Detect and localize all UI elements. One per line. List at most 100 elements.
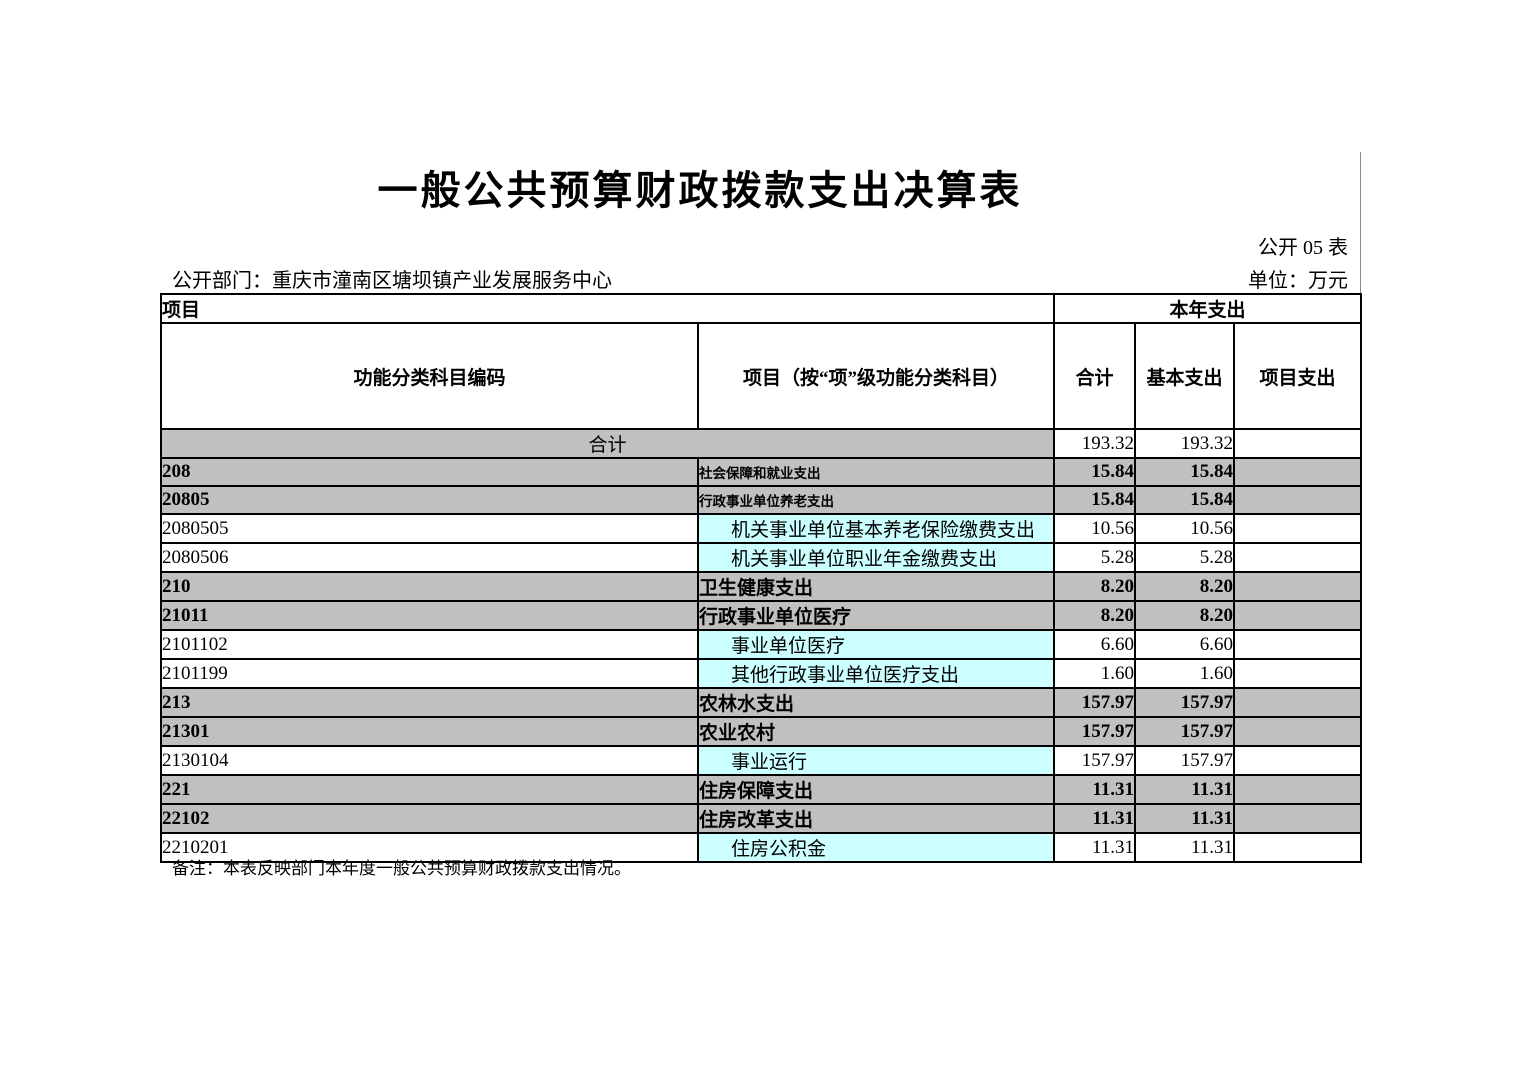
total-cell: 6.60 bbox=[1053, 629, 1137, 660]
basic-cell: 15.84 bbox=[1134, 485, 1236, 515]
code-cell: 213 bbox=[160, 687, 699, 718]
total-row-project bbox=[1233, 428, 1363, 459]
total-cell: 157.97 bbox=[1053, 745, 1137, 776]
basic-cell: 5.28 bbox=[1134, 542, 1236, 573]
page-margin-guide-line bbox=[1360, 152, 1361, 293]
total-cell: 11.31 bbox=[1053, 803, 1137, 834]
basic-cell: 157.97 bbox=[1134, 745, 1236, 776]
project-cell bbox=[1233, 658, 1363, 689]
header-item-group: 项目 bbox=[159, 293, 1056, 324]
name-cell: 社会保障和就业支出 bbox=[696, 457, 1056, 487]
footnote: 备注：本表反映部门本年度一般公共预算财政拨款支出情况。 bbox=[172, 859, 631, 878]
table-row: 22102 住房改革支出 11.31 11.31 bbox=[160, 803, 1363, 834]
name-cell: 其他行政事业单位医疗支出 bbox=[696, 658, 1056, 689]
header-year-group: 本年支出 bbox=[1053, 293, 1363, 324]
code-cell: 2101102 bbox=[160, 629, 699, 660]
table-row: 2101102 事业单位医疗 6.60 6.60 bbox=[160, 629, 1363, 660]
total-row-label: 合计 bbox=[159, 428, 1056, 459]
table-row: 213 农林水支出 157.97 157.97 bbox=[160, 687, 1363, 718]
basic-cell: 11.31 bbox=[1134, 832, 1236, 863]
table-row: 20805 行政事业单位养老支出 15.84 15.84 bbox=[160, 485, 1363, 515]
name-cell: 行政事业单位养老支出 bbox=[696, 485, 1056, 515]
table-body: 合计 193.32 193.32 208 社会保障和就业支出 15.84 15.84 2… bbox=[159, 428, 1363, 863]
project-cell bbox=[1233, 542, 1363, 573]
table-row: 21011 行政事业单位医疗 8.20 8.20 bbox=[160, 600, 1363, 631]
table-row: 2130104 事业运行 157.97 157.97 bbox=[160, 745, 1363, 776]
project-cell bbox=[1233, 774, 1363, 805]
page-title: 一般公共预算财政拨款支出决算表 bbox=[377, 169, 1023, 213]
column-header-code: 功能分类科目编码 bbox=[160, 322, 699, 430]
name-cell: 事业单位医疗 bbox=[696, 629, 1056, 660]
name-cell: 行政事业单位医疗 bbox=[696, 600, 1056, 631]
name-cell: 机关事业单位基本养老保险缴费支出 bbox=[696, 513, 1056, 544]
name-cell: 农业农村 bbox=[696, 716, 1056, 747]
total-cell: 157.97 bbox=[1053, 716, 1137, 747]
table-row: 210 卫生健康支出 8.20 8.20 bbox=[160, 571, 1363, 602]
project-cell bbox=[1233, 513, 1363, 544]
name-cell: 住房改革支出 bbox=[696, 803, 1056, 834]
meta-row: 公开部门：重庆市潼南区塘坝镇产业发展服务中心 单位：万元 bbox=[172, 264, 1348, 293]
basic-cell: 157.97 bbox=[1134, 716, 1236, 747]
project-cell bbox=[1233, 803, 1363, 834]
code-cell: 2130104 bbox=[160, 745, 699, 776]
total-row: 合计 193.32 193.32 bbox=[159, 428, 1363, 459]
table-row: 208 社会保障和就业支出 15.84 15.84 bbox=[160, 457, 1363, 487]
table-row: 2101199 其他行政事业单位医疗支出 1.60 1.60 bbox=[160, 658, 1363, 689]
total-cell: 157.97 bbox=[1053, 687, 1137, 718]
project-cell bbox=[1233, 832, 1363, 863]
code-cell: 2080506 bbox=[160, 542, 699, 573]
basic-cell: 6.60 bbox=[1134, 629, 1236, 660]
code-cell: 221 bbox=[160, 774, 699, 805]
project-cell bbox=[1233, 716, 1363, 747]
table-row: 2210201 住房公积金 11.31 11.31 bbox=[160, 832, 1363, 863]
total-cell: 10.56 bbox=[1053, 513, 1137, 544]
code-cell: 2210201 bbox=[160, 832, 699, 863]
project-cell bbox=[1233, 571, 1363, 602]
total-cell: 11.31 bbox=[1053, 774, 1137, 805]
project-cell bbox=[1233, 457, 1363, 487]
column-header-total: 合计 bbox=[1053, 322, 1137, 430]
code-cell: 210 bbox=[160, 571, 699, 602]
project-cell bbox=[1233, 629, 1363, 660]
budget-table: 项目 本年支出 功能分类科目编码 项目（按“项”级功能分类科目） 合计 基本支出… bbox=[159, 293, 1363, 863]
basic-cell: 15.84 bbox=[1134, 457, 1236, 487]
basic-cell: 1.60 bbox=[1134, 658, 1236, 689]
table-row: 21301 农业农村 157.97 157.97 bbox=[160, 716, 1363, 747]
total-cell: 5.28 bbox=[1053, 542, 1137, 573]
table-row: 221 住房保障支出 11.31 11.31 bbox=[160, 774, 1363, 805]
table-row: 2080505 机关事业单位基本养老保险缴费支出 10.56 10.56 bbox=[160, 513, 1363, 544]
total-cell: 8.20 bbox=[1053, 571, 1137, 602]
header-group-row: 项目 本年支出 bbox=[159, 293, 1363, 324]
code-cell: 20805 bbox=[160, 485, 699, 515]
code-cell: 21301 bbox=[160, 716, 699, 747]
project-cell bbox=[1233, 745, 1363, 776]
code-cell: 2101199 bbox=[160, 658, 699, 689]
total-cell: 1.60 bbox=[1053, 658, 1137, 689]
basic-cell: 11.31 bbox=[1134, 774, 1236, 805]
header-columns-row: 功能分类科目编码 项目（按“项”级功能分类科目） 合计 基本支出 项目支出 bbox=[160, 322, 1363, 430]
unit-label: 单位：万元 bbox=[1248, 270, 1348, 292]
name-cell: 住房公积金 bbox=[696, 832, 1056, 863]
total-row-total: 193.32 bbox=[1053, 428, 1137, 459]
code-cell: 208 bbox=[160, 457, 699, 487]
total-cell: 15.84 bbox=[1053, 485, 1137, 515]
code-cell: 2080505 bbox=[160, 513, 699, 544]
basic-cell: 157.97 bbox=[1134, 687, 1236, 718]
column-header-basic: 基本支出 bbox=[1134, 322, 1236, 430]
department-label: 公开部门：重庆市潼南区塘坝镇产业发展服务中心 bbox=[172, 270, 612, 292]
total-cell: 8.20 bbox=[1053, 600, 1137, 631]
code-cell: 22102 bbox=[160, 803, 699, 834]
name-cell: 卫生健康支出 bbox=[696, 571, 1056, 602]
table-header: 项目 本年支出 功能分类科目编码 项目（按“项”级功能分类科目） 合计 基本支出… bbox=[159, 293, 1363, 430]
project-cell bbox=[1233, 687, 1363, 718]
column-header-project: 项目支出 bbox=[1233, 322, 1363, 430]
table-row: 2080506 机关事业单位职业年金缴费支出 5.28 5.28 bbox=[160, 542, 1363, 573]
basic-cell: 10.56 bbox=[1134, 513, 1236, 544]
project-cell bbox=[1233, 600, 1363, 631]
total-row-basic: 193.32 bbox=[1134, 428, 1236, 459]
basic-cell: 8.20 bbox=[1134, 600, 1236, 631]
name-cell: 机关事业单位职业年金缴费支出 bbox=[696, 542, 1056, 573]
sheet-label: 公开 05 表 bbox=[1258, 237, 1348, 259]
total-cell: 15.84 bbox=[1053, 457, 1137, 487]
